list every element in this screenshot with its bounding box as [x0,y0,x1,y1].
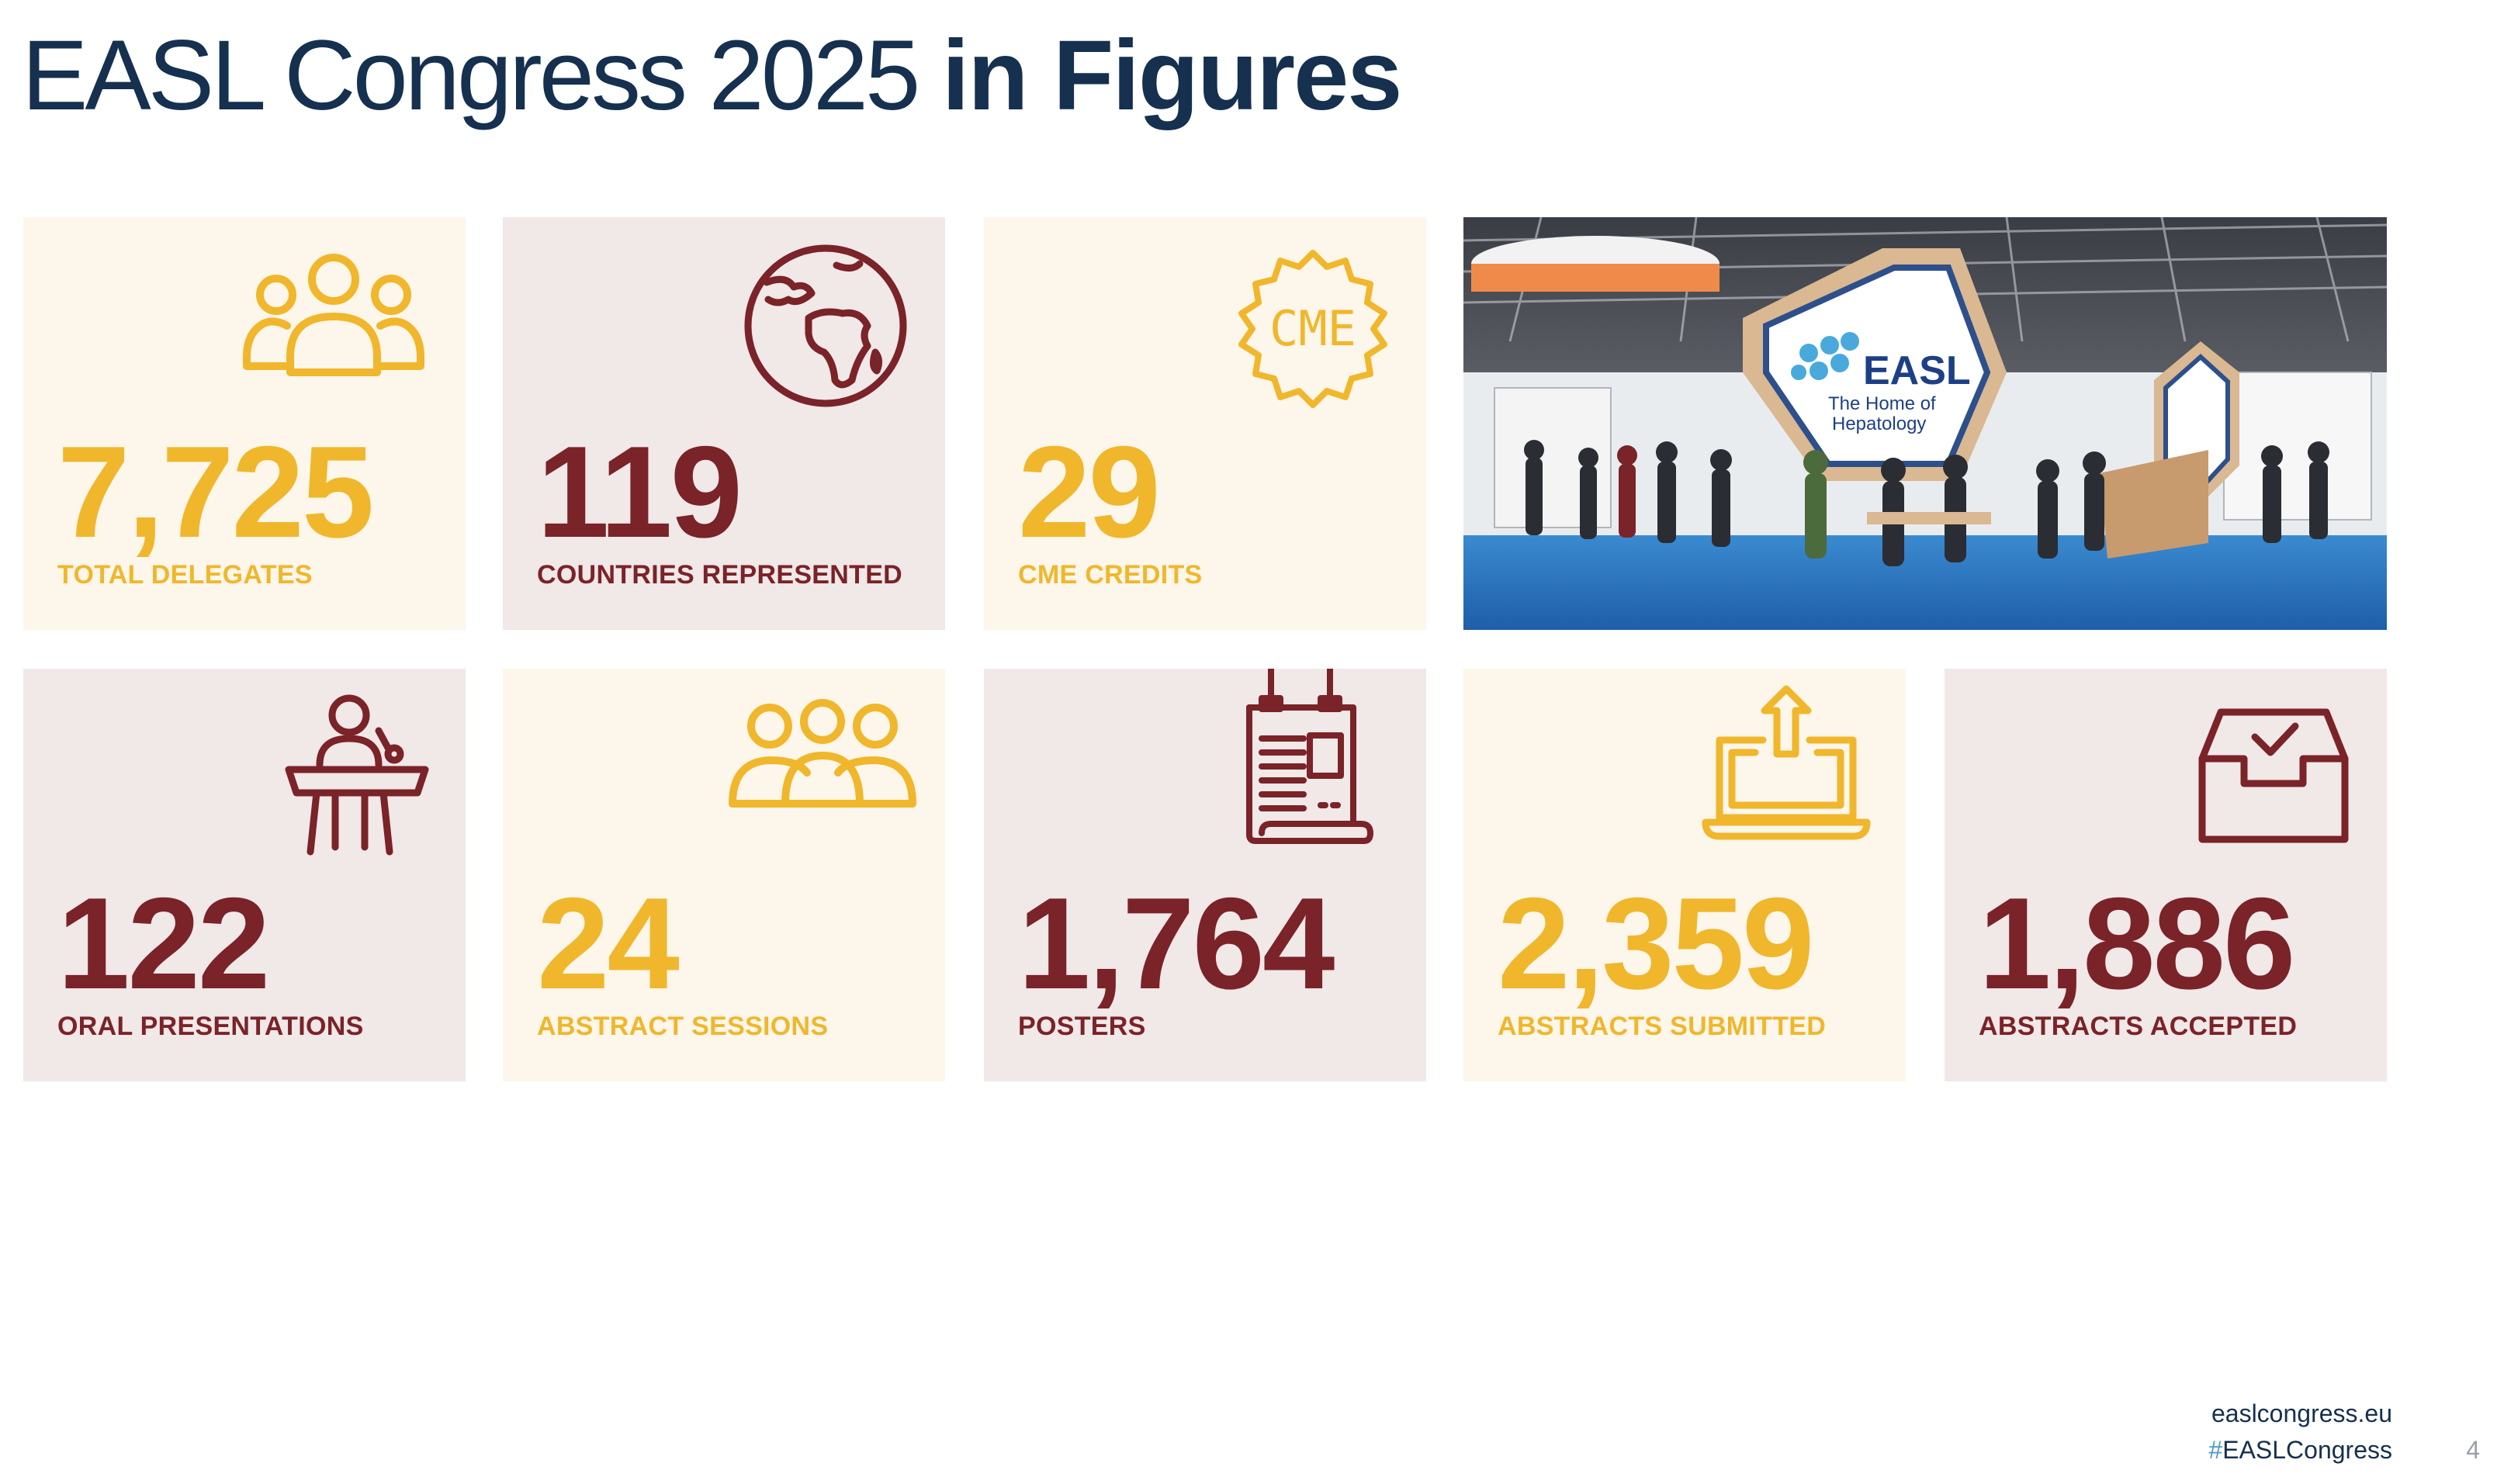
hashtag-text: EASLCongress [2222,1436,2392,1464]
stat-label: TOTAL DELEGATES [57,560,313,590]
stat-value: 29 [1018,419,1161,565]
footer-website: easlcongress.eu [2211,1399,2392,1427]
page-title-bold: in Figures [941,20,1403,131]
inbox-check-icon [2197,707,2350,847]
stat-tile-countries: 119 COUNTRIES REPRESENTED [503,217,945,630]
people-group-icon [241,248,427,380]
stat-tile-abstracts-accepted: 1,886 ABSTRACTS ACCEPTED [1945,669,2387,1081]
cme-badge-text: CME [1269,300,1356,357]
stat-label: ABSTRACTS ACCEPTED [1979,1012,2298,1041]
congress-booth-photo: EASL The Home of Hepatology [1463,217,2387,630]
stat-tile-abstracts-submitted: 2,359 ABSTRACTS SUBMITTED [1463,669,1906,1081]
stat-label: ABSTRACTS SUBMITTED [1498,1012,1827,1041]
audience-icon [726,695,919,811]
stat-value: 119 [537,419,743,565]
footer-hashtag: #EASLCongress [2208,1436,2392,1465]
stat-tile-total-delegates: 7,725 TOTAL DELEGATES [23,217,466,630]
booth-photo-illustration: EASL The Home of Hepatology [1463,217,2387,630]
speaker-podium-icon [279,692,435,860]
stat-value: 24 [537,870,680,1016]
stat-tile-cme-credits: CME 29 CME CREDITS [984,217,1426,630]
hashtag-symbol: # [2208,1436,2223,1464]
stat-label: POSTERS [1018,1012,1146,1041]
booth-sign-tagline-1: The Home of [1828,393,1936,414]
globe-icon [743,244,908,408]
stat-label: COUNTRIES REPRESENTED [537,560,903,590]
stat-tile-posters: 1,764 POSTERS [984,669,1426,1081]
booth-sign-brand: EASL [1863,348,1971,393]
stat-tile-abstract-sessions: 24 ABSTRACT SESSIONS [503,669,945,1081]
stat-value: 122 [57,870,270,1016]
stat-label: ABSTRACT SESSIONS [537,1012,829,1041]
laptop-upload-icon [1701,684,1872,847]
stat-label: ORAL PRESENTATIONS [57,1012,364,1041]
stat-value: 1,886 [1979,870,2295,1016]
stat-value: 7,725 [57,419,374,565]
page-number: 4 [2466,1436,2480,1464]
booth-sign-tagline-2: Hepatology [1832,413,1926,434]
poster-icon [1240,669,1377,846]
page-title: EASL Congress 2025 in Figures [22,20,1403,131]
page-title-light: EASL Congress 2025 [22,20,920,131]
stat-value: 2,359 [1498,870,1814,1016]
stat-value: 1,764 [1018,870,1335,1016]
cme-badge-icon: CME [1231,247,1395,411]
stat-label: CME CREDITS [1018,560,1203,590]
stat-tile-oral-presentations: 122 ORAL PRESENTATIONS [23,669,466,1081]
